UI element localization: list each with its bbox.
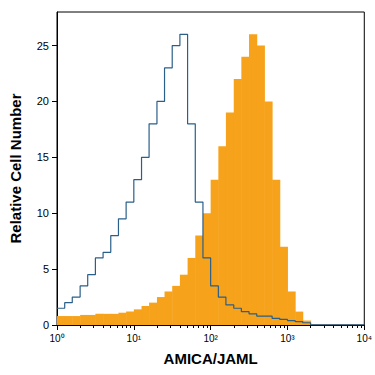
svg-text:10¹: 10¹: [127, 333, 142, 344]
svg-text:15: 15: [37, 151, 49, 163]
svg-text:Relative Cell Number: Relative Cell Number: [7, 93, 24, 243]
svg-text:0: 0: [43, 319, 49, 331]
svg-text:10³: 10³: [280, 333, 295, 344]
svg-text:AMICA/JAML: AMICA/JAML: [164, 350, 258, 367]
svg-text:10⁰: 10⁰: [49, 333, 64, 344]
svg-text:10²: 10²: [203, 333, 218, 344]
svg-text:20: 20: [37, 95, 49, 107]
svg-text:5: 5: [43, 263, 49, 275]
svg-text:10⁴: 10⁴: [357, 333, 372, 344]
svg-text:25: 25: [37, 40, 49, 52]
svg-text:10: 10: [37, 207, 49, 219]
